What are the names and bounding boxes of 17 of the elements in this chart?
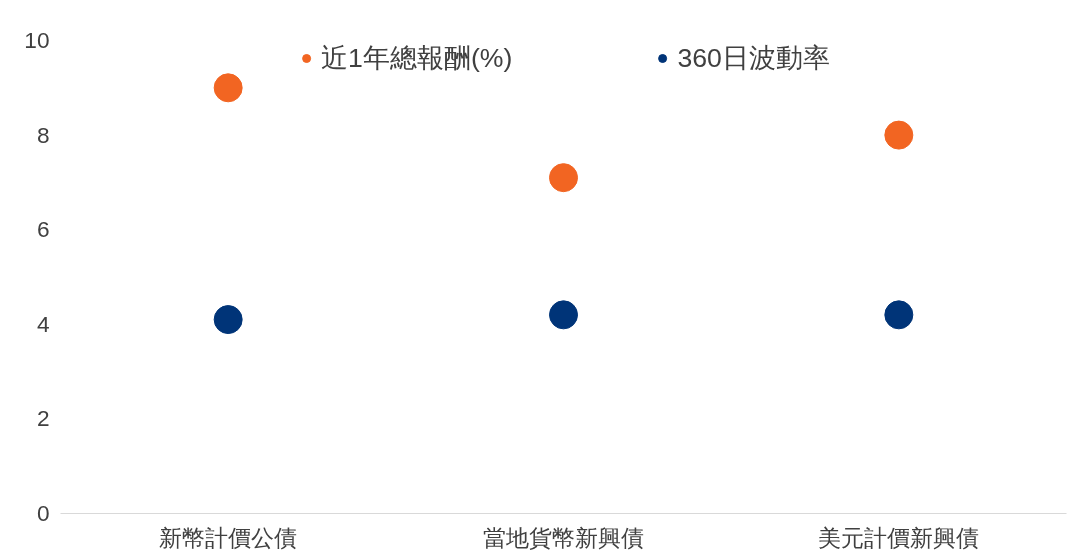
x-tick-label: 當地貨幣新興債 xyxy=(483,524,644,551)
point xyxy=(213,305,243,335)
x-tick-label: 新幣計價公債 xyxy=(159,524,298,551)
point xyxy=(549,163,578,193)
y-tick-label: 6 xyxy=(36,216,50,243)
point xyxy=(549,300,578,330)
legend-label: 360日波動率 xyxy=(677,42,830,75)
point xyxy=(213,73,243,103)
point xyxy=(884,120,914,150)
y-tick-label: 2 xyxy=(36,405,50,432)
point xyxy=(884,300,914,330)
y-tick-label: 0 xyxy=(36,500,50,526)
x-tick-label: 美元計價新興債 xyxy=(818,524,980,551)
y-tick-label: 10 xyxy=(24,27,50,53)
y-tick-label: 4 xyxy=(36,310,50,337)
legend-label: 近1年總報酬(%) xyxy=(321,42,513,75)
y-tick-label: 8 xyxy=(36,121,50,148)
